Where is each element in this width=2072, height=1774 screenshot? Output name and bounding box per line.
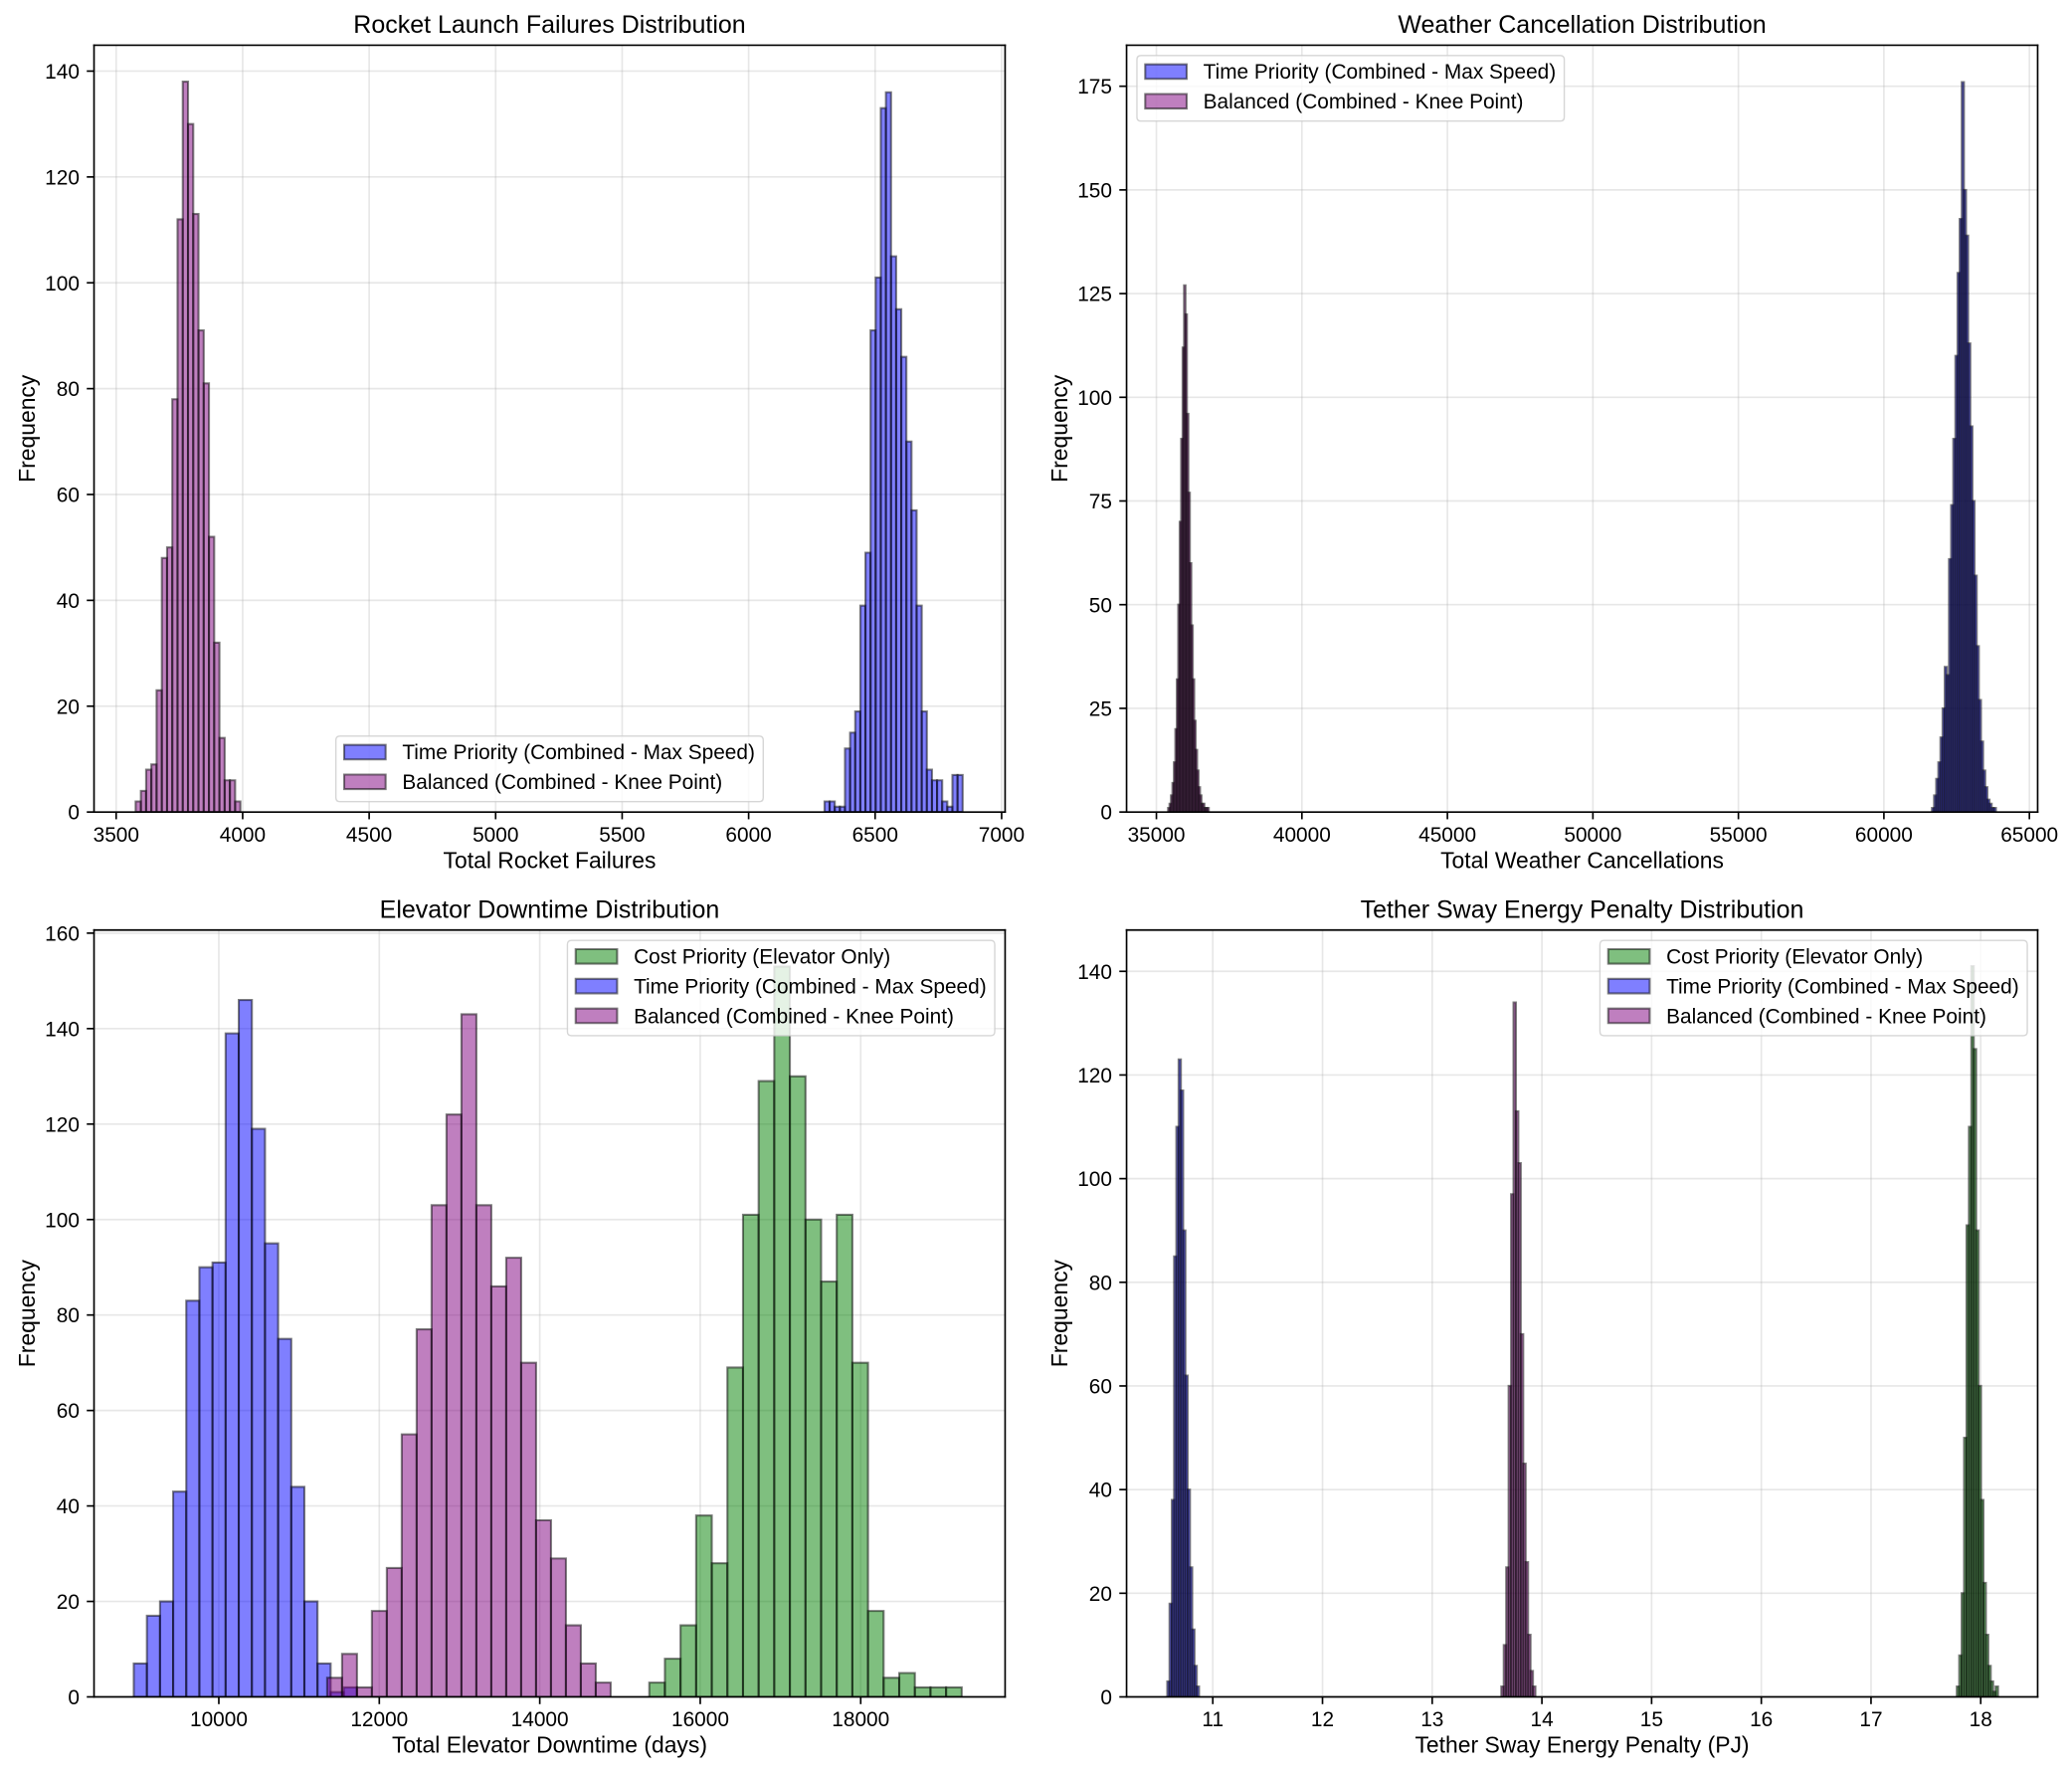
svg-text:60: 60 [57, 485, 80, 507]
svg-text:6500: 6500 [852, 824, 898, 847]
svg-text:0: 0 [68, 802, 80, 825]
svg-text:12: 12 [1311, 1708, 1334, 1731]
svg-text:Weather Cancellation Distribut: Weather Cancellation Distribution [1398, 11, 1766, 39]
svg-text:55000: 55000 [1710, 824, 1768, 847]
svg-text:15: 15 [1640, 1708, 1663, 1731]
svg-text:65000: 65000 [2000, 824, 2058, 847]
svg-text:140: 140 [1077, 961, 1112, 984]
svg-text:Frequency: Frequency [14, 1259, 40, 1367]
svg-text:100: 100 [45, 273, 80, 296]
svg-text:60: 60 [1089, 1376, 1112, 1399]
svg-text:40: 40 [1089, 1479, 1112, 1502]
svg-text:140: 140 [45, 1018, 80, 1041]
svg-text:11: 11 [1202, 1708, 1224, 1731]
svg-text:80: 80 [57, 1304, 80, 1327]
svg-text:Balanced (Combined - Knee Poin: Balanced (Combined - Knee Point) [402, 771, 722, 794]
svg-text:14: 14 [1531, 1708, 1554, 1731]
svg-text:100: 100 [1077, 1168, 1112, 1191]
svg-text:5500: 5500 [599, 824, 645, 847]
svg-text:5000: 5000 [472, 824, 518, 847]
svg-text:75: 75 [1089, 491, 1112, 513]
svg-text:18: 18 [1970, 1708, 1992, 1731]
svg-text:120: 120 [1077, 1065, 1112, 1087]
svg-text:40: 40 [57, 590, 80, 613]
svg-text:Total Rocket Failures: Total Rocket Failures [444, 847, 657, 873]
svg-text:Balanced (Combined - Knee Poin: Balanced (Combined - Knee Point) [1666, 1005, 1986, 1028]
svg-text:0: 0 [1100, 802, 1112, 825]
svg-text:Balanced (Combined - Knee Poin: Balanced (Combined - Knee Point) [634, 1005, 954, 1028]
svg-text:100: 100 [1077, 387, 1112, 410]
svg-text:140: 140 [45, 61, 80, 84]
svg-text:Time Priority (Combined - Max: Time Priority (Combined - Max Speed) [1666, 975, 2019, 998]
svg-text:10000: 10000 [190, 1708, 248, 1731]
svg-text:120: 120 [45, 1113, 80, 1136]
svg-text:20: 20 [57, 695, 80, 718]
svg-text:Time Priority (Combined - Max: Time Priority (Combined - Max Speed) [634, 975, 987, 998]
svg-text:16000: 16000 [671, 1708, 729, 1731]
svg-text:Frequency: Frequency [1046, 374, 1072, 483]
svg-text:Frequency: Frequency [1046, 1259, 1072, 1367]
svg-text:Time Priority (Combined - Max: Time Priority (Combined - Max Speed) [402, 741, 755, 764]
svg-text:160: 160 [45, 922, 80, 945]
svg-text:50: 50 [1089, 594, 1112, 617]
svg-text:45000: 45000 [1418, 824, 1476, 847]
svg-text:125: 125 [1077, 284, 1112, 306]
svg-text:Tether Sway Energy Penalty Dis: Tether Sway Energy Penalty Distribution [1361, 895, 1804, 923]
svg-text:0: 0 [68, 1686, 80, 1709]
svg-text:18000: 18000 [832, 1708, 889, 1731]
svg-text:120: 120 [45, 166, 80, 189]
svg-text:100: 100 [45, 1209, 80, 1232]
svg-text:16: 16 [1750, 1708, 1773, 1731]
svg-text:17: 17 [1859, 1708, 1882, 1731]
svg-text:4000: 4000 [220, 824, 266, 847]
svg-text:Balanced (Combined - Knee Poin: Balanced (Combined - Knee Point) [1204, 91, 1524, 113]
svg-text:175: 175 [1077, 76, 1112, 99]
svg-text:40000: 40000 [1273, 824, 1331, 847]
svg-text:12000: 12000 [350, 1708, 408, 1731]
svg-text:150: 150 [1077, 179, 1112, 202]
svg-text:Tether Sway Energy Penalty (PJ: Tether Sway Energy Penalty (PJ) [1414, 1732, 1749, 1758]
svg-text:80: 80 [1089, 1272, 1112, 1294]
svg-text:Cost Priority (Elevator Only): Cost Priority (Elevator Only) [1666, 946, 1923, 969]
svg-text:14000: 14000 [511, 1708, 569, 1731]
svg-text:20: 20 [57, 1591, 80, 1614]
svg-text:80: 80 [57, 378, 80, 401]
svg-text:40: 40 [57, 1495, 80, 1518]
svg-text:20: 20 [1089, 1583, 1112, 1606]
svg-text:Cost Priority (Elevator Only): Cost Priority (Elevator Only) [634, 946, 890, 969]
svg-text:Time Priority (Combined - Max: Time Priority (Combined - Max Speed) [1204, 61, 1557, 84]
svg-text:Frequency: Frequency [14, 374, 40, 483]
svg-text:25: 25 [1089, 697, 1112, 720]
svg-text:13: 13 [1420, 1708, 1443, 1731]
svg-text:3500: 3500 [94, 824, 139, 847]
svg-text:Total Elevator Downtime (days): Total Elevator Downtime (days) [392, 1732, 707, 1758]
svg-text:6000: 6000 [725, 824, 771, 847]
svg-text:60000: 60000 [1855, 824, 1913, 847]
svg-text:7000: 7000 [979, 824, 1025, 847]
svg-text:60: 60 [57, 1400, 80, 1423]
svg-text:0: 0 [1100, 1686, 1112, 1709]
svg-text:35000: 35000 [1128, 824, 1186, 847]
svg-text:Total Weather Cancellations: Total Weather Cancellations [1440, 847, 1724, 873]
svg-text:4500: 4500 [346, 824, 392, 847]
svg-text:Rocket Launch Failures Distrib: Rocket Launch Failures Distribution [353, 11, 745, 39]
svg-text:Elevator Downtime Distribution: Elevator Downtime Distribution [380, 895, 720, 923]
svg-text:50000: 50000 [1564, 824, 1621, 847]
